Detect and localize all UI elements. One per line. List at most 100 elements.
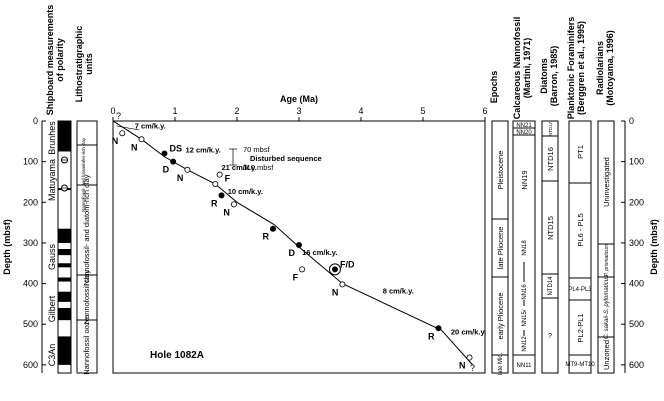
left-y-tick-label: 500 bbox=[23, 319, 38, 329]
right-y-tick-label: 500 bbox=[629, 319, 644, 329]
polarity-normal-interval bbox=[58, 291, 71, 302]
nanno-ref: (Martini, 1971) bbox=[522, 38, 532, 99]
litho-column: Lithostratigraphic units Nannofossil- an… bbox=[74, 26, 98, 375]
rad-sakaii: C. sakaii-S. pylomaticus bbox=[604, 275, 610, 339]
sedimentation-rate-label: 12 cm/k.y. bbox=[186, 146, 221, 155]
datum-point bbox=[230, 201, 237, 208]
polarity-normal-interval bbox=[58, 121, 71, 152]
datum-point bbox=[218, 192, 225, 199]
nanno-nn18: NN18 bbox=[522, 240, 528, 256]
x-tick-label: 2 bbox=[234, 106, 239, 116]
chron-c3an: C3An bbox=[47, 344, 57, 367]
chron-gilbert: Gilbert bbox=[47, 295, 57, 322]
diatoms-ref: (Barron, 1985) bbox=[549, 46, 559, 107]
nanno-nn20: NN20 bbox=[516, 130, 532, 136]
right-y-tick-label: 100 bbox=[629, 157, 644, 167]
datum-point bbox=[339, 281, 346, 288]
disturbed-annotation: 70 mbsf Disturbed sequence 110 mbsf bbox=[229, 145, 322, 172]
polarity-column: Shipboard measurements of polarity Brunh… bbox=[45, 5, 72, 374]
datum-label: R bbox=[428, 331, 435, 341]
epoch-pleistocene: Pleistocene bbox=[496, 151, 505, 190]
left-y-tick-label: 600 bbox=[23, 360, 38, 370]
nanno-nn12: NN12 bbox=[522, 336, 528, 352]
foram-pl6-pl5: PL6 - PL5 bbox=[576, 213, 585, 246]
datum-point bbox=[212, 180, 219, 187]
litho-unit-3: Nannofossil clay bbox=[82, 269, 91, 324]
rad-unzoned: Unzoned bbox=[602, 340, 611, 370]
foram-pl2-pl1: PL2-PL1 bbox=[576, 313, 585, 342]
datum-point bbox=[295, 241, 302, 248]
sedimentation-rate-label: 16 cm/k.y. bbox=[302, 248, 337, 257]
diatom-ntd14: NTD14 bbox=[548, 276, 554, 296]
left-y-tick-label: 0 bbox=[33, 116, 38, 126]
right-y-tick-label: 400 bbox=[629, 279, 644, 289]
litho-unit-1: Nannofossil- and foraminifer-rich clay bbox=[81, 137, 86, 212]
nanno-nn11: NN11 bbox=[517, 363, 533, 369]
left-depth-axis: 0 100 200 300 400 500 600 Depth (mbsf) bbox=[2, 116, 46, 373]
datum-point bbox=[184, 166, 191, 173]
polarity-normal-interval bbox=[58, 307, 71, 321]
rads-title: Radiolarians bbox=[595, 41, 605, 95]
datum-point bbox=[299, 266, 306, 273]
right-y-tick-label: 300 bbox=[629, 238, 644, 248]
foram-mt9-mt10: MT9-MT10 bbox=[565, 362, 595, 368]
epoch-late-pliocene: late Pliocene bbox=[496, 227, 505, 270]
datum-point bbox=[170, 158, 177, 165]
datum-label: DS bbox=[169, 144, 182, 154]
datum-label: N bbox=[177, 173, 184, 183]
diatom-ntd16: NTD16 bbox=[546, 147, 555, 171]
polarity-normal-interval bbox=[58, 277, 71, 282]
sedimentation-rate-label: 8 cm/k.y. bbox=[383, 287, 414, 296]
forams-ref: (Berggren et al., 1995) bbox=[576, 21, 586, 115]
forams-title: Planktonic Foraminifers bbox=[566, 17, 576, 120]
litho-title-line1: Lithostratigraphic bbox=[74, 26, 84, 103]
age-depth-line bbox=[112, 120, 473, 366]
datum-point bbox=[216, 171, 223, 178]
disturbed-bottom: 110 mbsf bbox=[243, 163, 274, 172]
nanno-nn21: NN21 bbox=[516, 123, 532, 129]
epoch-late-mio: late Mio. bbox=[498, 352, 504, 375]
litho-title-line2: units bbox=[84, 53, 94, 75]
datum-label: D bbox=[163, 165, 170, 175]
epochs-title: Epochs bbox=[489, 71, 499, 104]
rads-ref: (Motoyama, 1996) bbox=[605, 30, 615, 106]
x-tick-label: 0 bbox=[110, 106, 115, 116]
datum-label: N bbox=[131, 142, 138, 152]
nanno-nn16: NN16 bbox=[522, 284, 528, 300]
hole-label: Hole 1082A bbox=[150, 350, 204, 361]
nanno-title: Calcareous Nannofossil bbox=[512, 17, 522, 120]
left-y-tick-label: 200 bbox=[23, 197, 38, 207]
datum-label: F/D bbox=[340, 259, 355, 269]
x-tick-label: 4 bbox=[358, 106, 363, 116]
epoch-early-pliocene: early Pliocene bbox=[496, 292, 505, 339]
left-y-tick-label: 400 bbox=[23, 279, 38, 289]
chron-gauss: Gauss bbox=[47, 243, 57, 270]
datum-label: N bbox=[459, 361, 466, 371]
polarity-normal-interval bbox=[58, 336, 71, 365]
diatoms-column: Diatoms (Barron, 1985) NTD17 NTD16 NTD15… bbox=[539, 46, 559, 374]
datum-label: R bbox=[211, 198, 218, 208]
datum-label: N bbox=[112, 136, 119, 146]
right-y-tick-label: 600 bbox=[629, 360, 644, 370]
datum-point bbox=[119, 130, 126, 137]
polarity-title-line2: of polarity bbox=[55, 38, 65, 82]
rate-arrow bbox=[116, 125, 140, 131]
litho-unit-4: Nannofossil ooze bbox=[82, 317, 91, 375]
sedimentation-rate-label: 20 cm/k.y. bbox=[451, 327, 486, 336]
datum-point bbox=[138, 136, 145, 143]
datum-point bbox=[435, 325, 442, 332]
disturbed-label: Disturbed sequence bbox=[250, 154, 322, 163]
rads-column: Radiolarians (Motoyama, 1996) Uninvestig… bbox=[595, 30, 615, 374]
datum-label: F bbox=[293, 272, 299, 282]
x-tick-label: 5 bbox=[420, 106, 425, 116]
diatom-ntd17: NTD17 bbox=[548, 121, 553, 136]
x-tick-label: 3 bbox=[296, 106, 301, 116]
chron-brunhes: Brunhes bbox=[47, 121, 57, 155]
left-ylabel: Depth (mbsf) bbox=[2, 219, 12, 275]
left-y-tick-label: 300 bbox=[23, 238, 38, 248]
sedimentation-rate-label: 21 cm/k.y. bbox=[222, 163, 257, 172]
disturbed-top: 70 mbsf bbox=[243, 145, 271, 154]
datum-point bbox=[331, 266, 338, 273]
question-mark-bottom: ? bbox=[470, 363, 475, 373]
